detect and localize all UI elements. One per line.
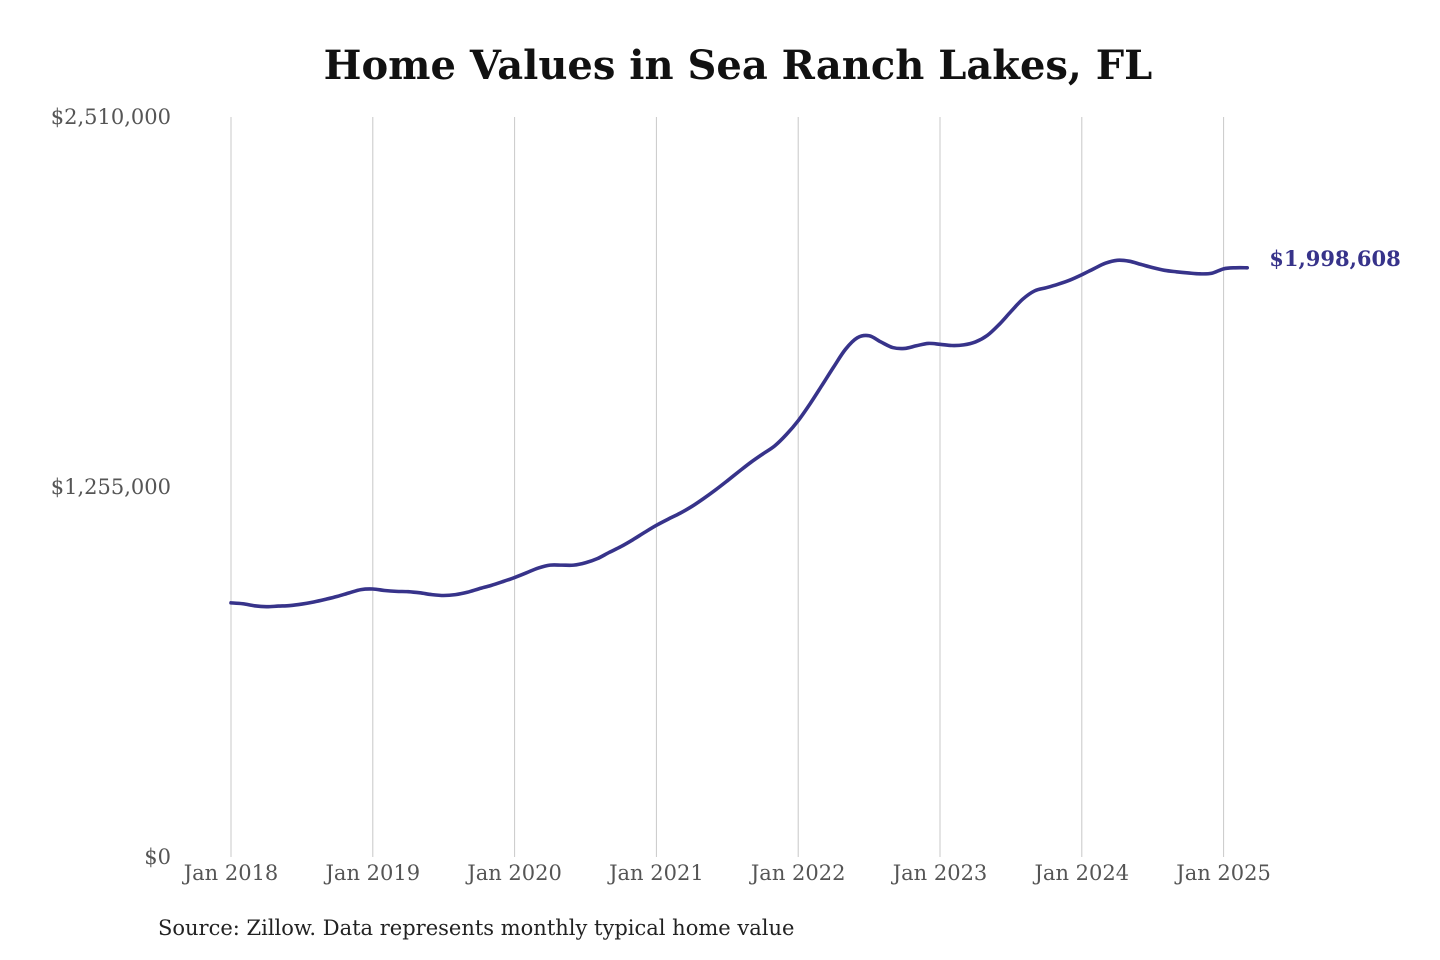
x-tick-label: Jan 2023 (891, 861, 988, 885)
x-tick-label: Jan 2024 (1033, 861, 1130, 885)
y-tick-label: $2,510,000 (51, 105, 171, 129)
x-tick-label: Jan 2018 (182, 861, 279, 885)
y-tick-label: $0 (144, 845, 171, 869)
y-tick-label: $1,255,000 (51, 475, 171, 499)
chart-title: Home Values in Sea Ranch Lakes, FL (323, 42, 1153, 89)
x-tick-label: Jan 2020 (465, 861, 562, 885)
x-axis-tick-labels: Jan 2018 Jan 2019 Jan 2020 Jan 2021 Jan 2022… (182, 861, 1271, 885)
gridlines (230, 117, 1225, 857)
source-note: Source: Zillow. Data represents monthly … (158, 916, 795, 940)
x-tick-label: Jan 2025 (1174, 861, 1271, 885)
x-tick-label: Jan 2022 (749, 861, 846, 885)
x-tick-label: Jan 2019 (324, 861, 421, 885)
latest-value-label: $1,998,608 (1269, 246, 1401, 271)
home-value-series-line (229, 258, 1250, 609)
x-tick-label: Jan 2021 (607, 861, 704, 885)
y-axis-tick-labels: $0 $1,255,000 $2,510,000 (51, 105, 171, 869)
